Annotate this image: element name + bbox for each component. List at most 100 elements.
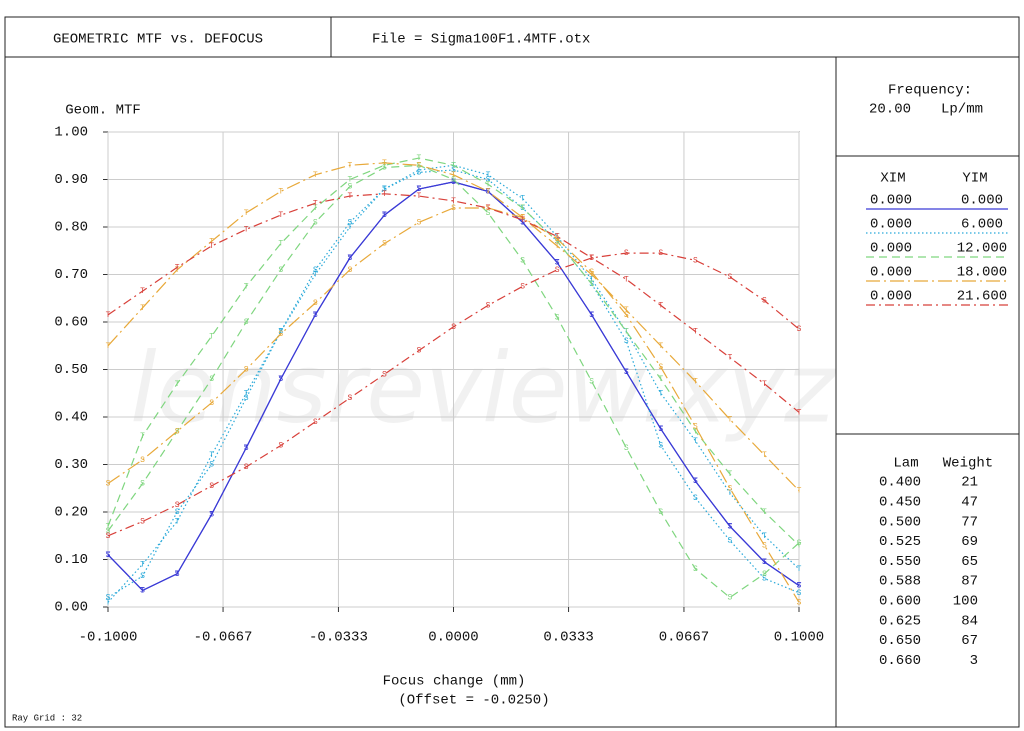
curve-marker: T xyxy=(382,190,387,199)
wavelength: 0.588 xyxy=(879,574,921,590)
file-name: File = Sigma100F1.4MTF.otx xyxy=(372,32,590,48)
curve-marker: T xyxy=(313,199,318,208)
curve-marker: T xyxy=(520,204,525,213)
curve-marker: S xyxy=(762,297,767,306)
curve-marker: S xyxy=(313,299,318,308)
mtf-curve xyxy=(107,164,800,603)
curve-marker: S xyxy=(624,368,629,377)
curve-marker: S xyxy=(382,164,387,173)
curve-marker: S xyxy=(244,444,249,453)
x-tick-label: 0.0667 xyxy=(659,630,709,646)
curve-marker: S xyxy=(278,330,283,339)
curve-marker: S xyxy=(589,311,594,320)
curve-marker: S xyxy=(658,442,663,451)
legend-xim: 0.000 xyxy=(870,193,912,209)
curve-marker: S xyxy=(175,570,180,579)
curve-marker: T xyxy=(175,266,180,275)
wavelength: 0.600 xyxy=(879,594,921,610)
curve-marker: S xyxy=(209,375,214,384)
column-header: XIM xyxy=(880,171,905,187)
curve-marker: S xyxy=(347,266,352,275)
curve-marker: S xyxy=(209,482,214,491)
curve-marker: T xyxy=(209,242,214,251)
legend-yim: 18.000 xyxy=(957,265,1007,281)
y-tick-label: 0.70 xyxy=(54,267,88,283)
curve-marker: S xyxy=(278,266,283,275)
curve-marker: S xyxy=(106,532,111,541)
curve-marker: S xyxy=(382,211,387,220)
curve-marker: T xyxy=(693,328,698,337)
frequency-label: Frequency: xyxy=(888,83,972,99)
legend-yim: 21.600 xyxy=(957,289,1007,305)
mtf-curve xyxy=(107,162,800,492)
curve-marker: T xyxy=(451,161,456,170)
curve-marker: T xyxy=(589,280,594,289)
curve-marker: S xyxy=(658,508,663,517)
curve-marker: S xyxy=(797,325,802,334)
curve-marker: T xyxy=(278,240,283,249)
curve-marker: T xyxy=(278,187,283,196)
curve-marker: T xyxy=(624,275,629,284)
curve-marker: S xyxy=(313,266,318,275)
x-axis-sublabel: (Offset = -0.0250) xyxy=(398,693,549,709)
mtf-curve xyxy=(107,193,800,413)
wavelength: 0.550 xyxy=(879,554,921,570)
curve-marker: S xyxy=(727,537,732,546)
curve-marker: T xyxy=(382,159,387,168)
mtf-curve xyxy=(107,252,800,537)
curve-marker: S xyxy=(624,311,629,320)
weight: 3 xyxy=(970,653,978,669)
x-tick-label: -0.0667 xyxy=(194,630,253,646)
curve-marker: T xyxy=(209,451,214,460)
mtf-curve xyxy=(107,164,800,599)
curve-marker: T xyxy=(762,532,767,541)
curve-marker: T xyxy=(555,242,560,251)
wavelength: 0.400 xyxy=(879,475,921,491)
curve-marker: S xyxy=(106,551,111,560)
curve-marker: T xyxy=(486,180,491,189)
curve-marker: S xyxy=(520,256,525,265)
curve-marker: S xyxy=(797,539,802,548)
weight: 65 xyxy=(961,554,978,570)
mtf-curve xyxy=(107,157,800,546)
curve-marker: T xyxy=(555,237,560,246)
curve-marker: S xyxy=(486,301,491,310)
legend-yim: 12.000 xyxy=(957,241,1007,257)
curve-marker: T xyxy=(693,377,698,386)
column-header: YIM xyxy=(962,171,987,187)
frame xyxy=(4,16,1020,728)
curve-marker: S xyxy=(762,570,767,579)
curve-marker: T xyxy=(727,470,732,479)
curve-marker: S xyxy=(486,176,491,185)
curve-marker: S xyxy=(278,328,283,337)
curve-marker: T xyxy=(244,389,249,398)
curve-marker: S xyxy=(797,598,802,607)
x-tick-label: 0.0333 xyxy=(543,630,593,646)
curve-marker: T xyxy=(382,161,387,170)
curve-marker: T xyxy=(727,415,732,424)
curve-marker: S xyxy=(278,442,283,451)
curve-marker: S xyxy=(417,185,422,194)
curve-marker: S xyxy=(520,282,525,291)
curve-marker: T xyxy=(589,275,594,284)
curve-marker: T xyxy=(140,432,145,441)
curve-marker: T xyxy=(555,233,560,242)
wavelength: 0.625 xyxy=(879,613,921,629)
ray-grid: Ray Grid : 32 xyxy=(12,713,82,723)
curve-marker: T xyxy=(140,560,145,569)
curve-marker: S xyxy=(589,377,594,386)
frequency-unit: Lp/mm xyxy=(941,102,983,118)
column-header: Weight xyxy=(943,456,993,472)
weight: 67 xyxy=(961,633,978,649)
weight: 77 xyxy=(961,514,978,530)
curve-marker: S xyxy=(727,522,732,531)
curve-marker: T xyxy=(624,306,629,315)
curve-marker: S xyxy=(486,204,491,213)
curve-marker: S xyxy=(658,425,663,434)
y-tick-label: 0.00 xyxy=(54,600,88,616)
curve-marker: S xyxy=(244,318,249,327)
curve-marker: S xyxy=(175,427,180,436)
curve-marker: S xyxy=(244,394,249,403)
curve-marker: S xyxy=(417,347,422,356)
